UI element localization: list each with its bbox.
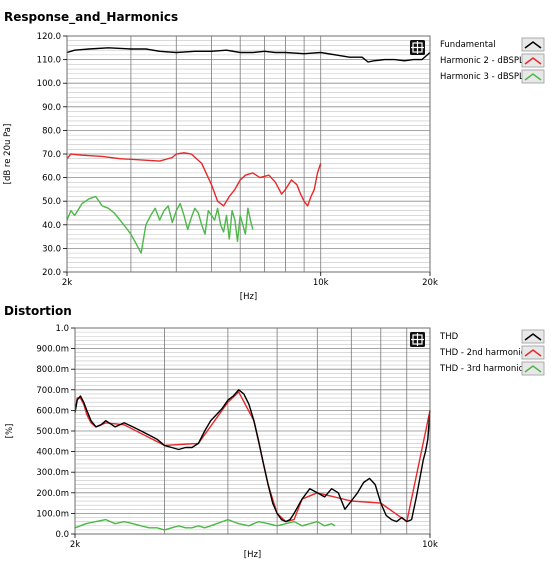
chart-title: Distortion [4, 304, 72, 318]
y-tick-label: 0.0 [55, 530, 69, 540]
legend-label: THD - 3rd harmonic [439, 364, 524, 374]
x-axis-label: [Hz] [244, 550, 262, 560]
series-line-harmonic-3-dbspl [66, 195, 254, 254]
legend-swatch [521, 329, 545, 344]
series-group [66, 47, 431, 254]
x-tick-label: 10k [422, 540, 438, 550]
chart-panel-2: Distortion 0.0 100.0m 200.0m 300.0m 400.0m 500… [4, 304, 545, 560]
y-tick-label: 120.0 [37, 32, 61, 42]
y-tick-label: 80.0 [42, 126, 61, 136]
y-tick-label: 60.0 [42, 174, 61, 184]
y-tick-label: 40.0 [42, 221, 61, 231]
y-tick-label: 70.0 [42, 150, 61, 160]
legend-label: THD [439, 332, 459, 342]
legend-swatch [521, 345, 545, 360]
series-line-thd-2nd-harmonic [74, 391, 431, 523]
y-tick-label: 50.0 [42, 197, 61, 207]
legend: Fundamental Harmonic 2 - dBSPL Harmonic 3 … [440, 37, 545, 84]
legend-swatch [521, 53, 545, 68]
series-line-harmonic-2-dbspl [66, 152, 322, 207]
legend-swatch-line [524, 41, 542, 49]
y-tick-label: 1.0 [55, 324, 69, 334]
crosshair-zoom-icon [410, 332, 425, 347]
chart-panel-1: Response_and_Harmonics 20.0 30.0 40.0 50.0 60… [3, 10, 545, 302]
y-tick-label: 800.0m [36, 365, 69, 375]
y-tick-label: 90.0 [42, 103, 61, 113]
legend-swatch-line [524, 333, 542, 341]
y-tick-label: 700.0m [36, 386, 69, 396]
series-group [74, 389, 431, 531]
y-tick-label: 200.0m [36, 489, 69, 499]
legend-swatch [521, 361, 545, 376]
series-line-fundamental [66, 47, 431, 63]
y-tick-label: 20.0 [42, 268, 61, 278]
chart-title: Response_and_Harmonics [4, 10, 178, 25]
y-tick-label: 400.0m [36, 448, 69, 458]
y-tick-label: 600.0m [36, 406, 69, 416]
legend-swatch-line [524, 57, 542, 65]
y-axis-label: [dB re 20u Pa] [3, 124, 13, 185]
legend-swatch-line [524, 365, 542, 373]
y-tick-label: 100.0m [36, 509, 69, 519]
legend-label: Harmonic 3 - dBSPL [440, 72, 524, 82]
legend-swatch-line [524, 349, 542, 357]
x-tick-label: 2k [62, 278, 72, 288]
x-tick-label: 20k [422, 278, 438, 288]
x-tick-label: 10k [313, 278, 329, 288]
legend: THD THD - 2nd harmonic THD - 3rd harmonic [439, 329, 545, 376]
x-grid [164, 328, 408, 534]
y-axis-label: [%] [5, 424, 15, 439]
legend-label: Harmonic 2 - dBSPL [440, 56, 524, 66]
legend-swatch-line [524, 73, 542, 81]
y-tick-label: 100.0 [37, 79, 61, 89]
x-axis-label: [Hz] [240, 292, 258, 302]
y-tick-label: 500.0m [36, 427, 69, 437]
legend-label: THD - 2nd harmonic [439, 348, 526, 358]
legend-label: Fundamental [440, 40, 496, 50]
series-line-thd [74, 389, 431, 523]
y-tick-label: 110.0 [37, 56, 61, 66]
series-line-thd-3rd-harmonic [74, 518, 336, 531]
legend-swatch [521, 69, 545, 84]
y-tick-label: 300.0m [36, 468, 69, 478]
y-grid [67, 35, 430, 273]
y-tick-label: 900.0m [36, 345, 69, 355]
crosshair-zoom-icon [410, 40, 425, 55]
x-tick-label: 2k [70, 540, 80, 550]
y-tick-label: 30.0 [42, 244, 61, 254]
legend-swatch [521, 37, 545, 52]
